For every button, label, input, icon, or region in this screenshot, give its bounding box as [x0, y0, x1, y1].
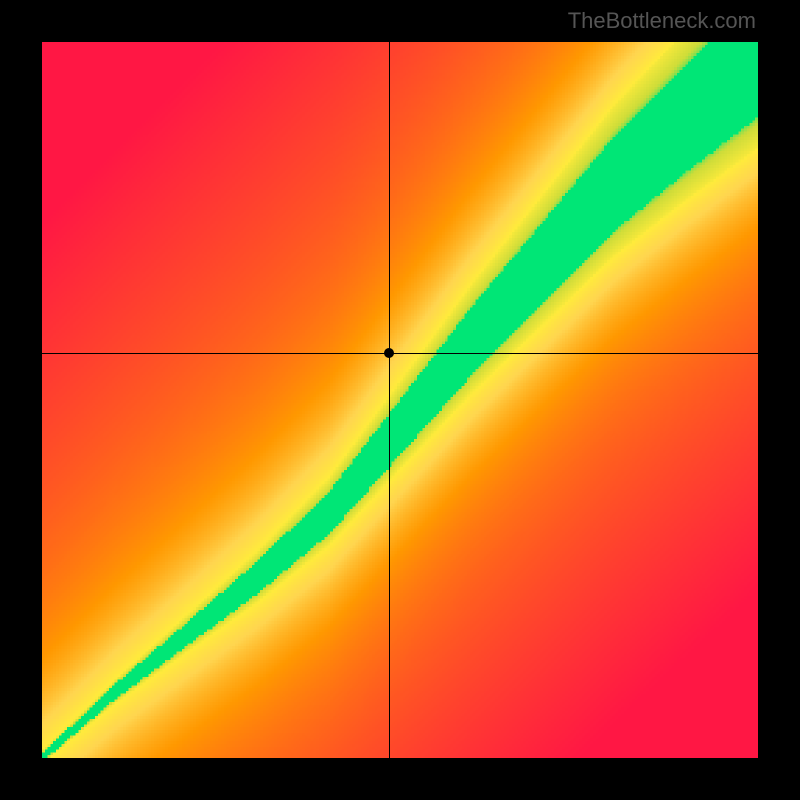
data-point-marker: [384, 348, 394, 358]
watermark-label: TheBottleneck.com: [568, 8, 756, 34]
crosshair-vertical: [389, 42, 390, 758]
heatmap-canvas: [42, 42, 758, 758]
crosshair-horizontal: [42, 353, 758, 354]
chart-container: TheBottleneck.com: [0, 0, 800, 800]
